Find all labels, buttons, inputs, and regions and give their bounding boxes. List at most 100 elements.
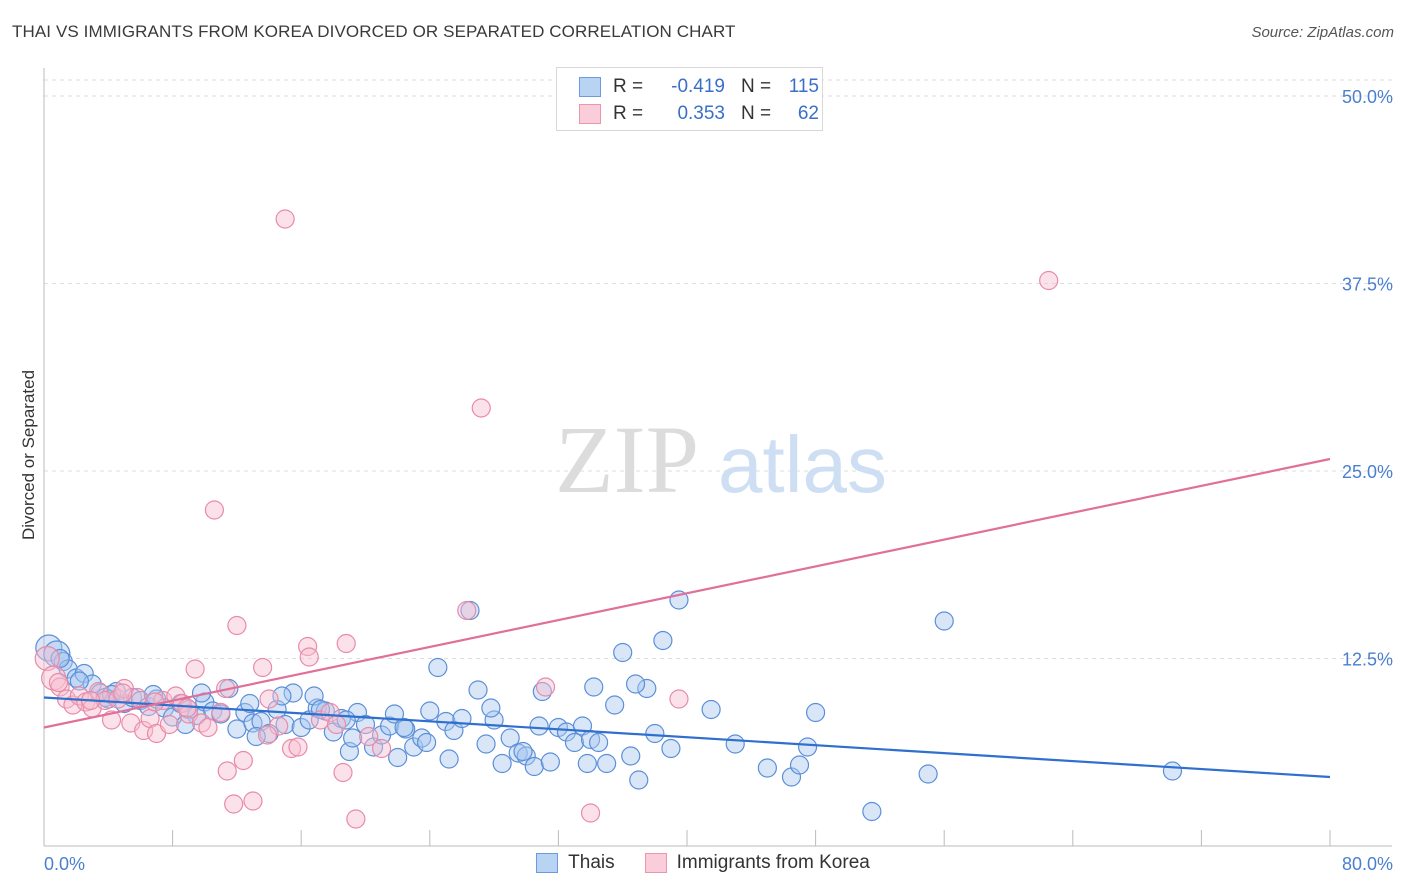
point-thais bbox=[934, 611, 954, 631]
point-thais bbox=[420, 701, 440, 721]
point-korea bbox=[253, 657, 273, 678]
trend-line-korea bbox=[43, 457, 1331, 729]
point-thais bbox=[481, 698, 501, 718]
point-thais bbox=[918, 764, 938, 784]
point-thais bbox=[789, 755, 810, 775]
point-thais bbox=[235, 702, 255, 723]
point-korea bbox=[275, 209, 295, 229]
point-thais bbox=[416, 732, 437, 753]
point-thais bbox=[513, 741, 533, 762]
point-thais bbox=[805, 702, 826, 723]
point-korea bbox=[217, 761, 237, 781]
legend-n-value: 62 bbox=[797, 103, 819, 124]
point-korea bbox=[320, 702, 340, 723]
trend-lines bbox=[43, 457, 1331, 779]
point-thais bbox=[625, 674, 646, 694]
point-thais bbox=[476, 734, 496, 754]
series-thais bbox=[35, 590, 1183, 822]
bottom-legend-label: Thais bbox=[568, 852, 615, 873]
point-korea bbox=[198, 717, 218, 738]
point-thais bbox=[701, 699, 721, 720]
point-korea bbox=[371, 738, 392, 759]
point-korea bbox=[288, 737, 308, 757]
point-thais bbox=[394, 717, 414, 738]
point-korea bbox=[224, 794, 244, 814]
point-thais bbox=[757, 758, 777, 778]
source-label: Source: ZipAtlas.com bbox=[1251, 24, 1394, 41]
point-korea bbox=[336, 633, 356, 654]
x-tick-labels: 0.0% 80.0% bbox=[44, 854, 1393, 874]
point-thais bbox=[468, 680, 488, 700]
point-thais bbox=[500, 728, 520, 748]
point-thais bbox=[355, 714, 376, 735]
point-korea bbox=[299, 647, 319, 667]
point-thais bbox=[291, 717, 311, 738]
point-korea bbox=[580, 803, 601, 823]
point-thais bbox=[797, 737, 818, 757]
point-thais bbox=[524, 756, 544, 777]
point-korea bbox=[326, 714, 347, 735]
point-thais bbox=[283, 683, 303, 703]
point-korea bbox=[101, 710, 122, 730]
trend-line-thais bbox=[43, 696, 1331, 779]
point-korea bbox=[457, 600, 477, 621]
point-thais bbox=[529, 716, 549, 736]
point-korea bbox=[471, 398, 491, 418]
x-tick-label: 0.0% bbox=[44, 854, 85, 874]
point-thais bbox=[645, 723, 665, 744]
point-korea bbox=[227, 615, 247, 636]
point-korea bbox=[34, 645, 60, 672]
point-korea bbox=[1039, 270, 1059, 291]
point-korea bbox=[159, 714, 179, 735]
legend: R = -0.419 N = 115 R = 0.353 N = 62 bbox=[556, 67, 823, 131]
legend-n-value: 115 bbox=[788, 76, 819, 97]
point-korea bbox=[211, 702, 231, 723]
bottom-legend-korea: Immigrants from Korea bbox=[644, 852, 870, 874]
point-thais bbox=[653, 630, 673, 651]
point-korea bbox=[243, 791, 263, 811]
y-tick-label: 25.0% bbox=[1342, 462, 1393, 482]
y-axis-label: Divorced or Separated bbox=[19, 370, 38, 540]
y-tick-label: 50.0% bbox=[1342, 87, 1393, 107]
point-thais bbox=[597, 753, 617, 774]
point-thais bbox=[621, 746, 641, 766]
point-thais bbox=[725, 734, 745, 754]
point-thais bbox=[577, 753, 597, 774]
point-thais bbox=[439, 749, 459, 769]
point-thais bbox=[862, 801, 882, 822]
point-korea bbox=[177, 698, 197, 718]
legend-r-label: R = bbox=[613, 103, 644, 124]
point-korea bbox=[333, 762, 353, 783]
point-korea bbox=[185, 659, 205, 679]
point-thais bbox=[540, 752, 560, 772]
legend-row-thais: R = -0.419 N = 115 bbox=[579, 74, 819, 100]
point-thais bbox=[388, 747, 408, 768]
grid-lines bbox=[44, 79, 1392, 659]
legend-swatch-pink bbox=[579, 104, 601, 124]
point-thais bbox=[492, 753, 512, 774]
point-thais bbox=[605, 695, 625, 715]
y-tick-label: 37.5% bbox=[1342, 275, 1393, 295]
legend-row-korea: R = 0.353 N = 62 bbox=[579, 101, 819, 127]
axes bbox=[43, 68, 1392, 847]
point-thais bbox=[343, 728, 363, 748]
point-korea bbox=[359, 726, 379, 747]
point-korea bbox=[346, 809, 366, 829]
legend-r-value: -0.419 bbox=[671, 76, 725, 97]
bottom-legend-label: Immigrants from Korea bbox=[676, 852, 870, 873]
legend-r-label: R = bbox=[613, 76, 644, 97]
point-korea bbox=[233, 750, 253, 771]
legend-n-label: N = bbox=[741, 103, 772, 124]
watermark-zip: ZIP bbox=[555, 406, 699, 513]
point-korea bbox=[113, 683, 133, 703]
point-thais bbox=[564, 732, 585, 753]
point-korea bbox=[259, 689, 279, 709]
point-korea bbox=[48, 672, 69, 693]
y-tick-labels: 12.5% 25.0% 37.5% 50.0% bbox=[1342, 87, 1393, 670]
legend-n-label: N = bbox=[741, 76, 772, 97]
point-thais bbox=[227, 719, 247, 739]
point-korea bbox=[535, 677, 556, 697]
bottom-legend: Thais Immigrants from Korea bbox=[0, 852, 1406, 874]
point-thais bbox=[1162, 761, 1183, 781]
